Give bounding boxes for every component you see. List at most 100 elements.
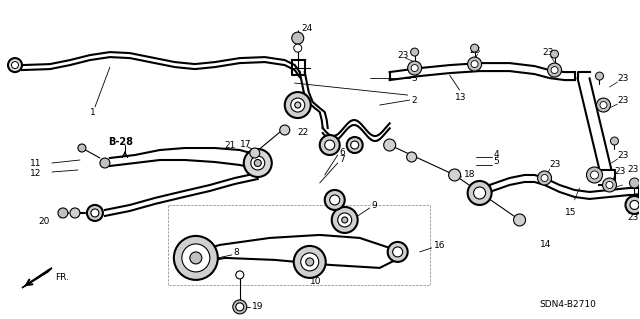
Circle shape: [548, 63, 561, 77]
Text: 15: 15: [564, 208, 576, 218]
Circle shape: [630, 178, 639, 188]
Circle shape: [70, 208, 80, 218]
Circle shape: [174, 236, 218, 280]
Circle shape: [87, 205, 103, 221]
Circle shape: [250, 148, 260, 158]
Text: 11: 11: [30, 160, 42, 168]
Text: 19: 19: [252, 302, 263, 311]
Circle shape: [347, 137, 363, 153]
Text: 6: 6: [340, 147, 346, 157]
Circle shape: [294, 44, 301, 52]
Text: 8: 8: [234, 249, 239, 257]
Circle shape: [470, 44, 479, 52]
Text: 23: 23: [397, 51, 409, 60]
Circle shape: [595, 72, 604, 80]
Circle shape: [100, 158, 110, 168]
Circle shape: [513, 214, 525, 226]
Circle shape: [295, 102, 301, 108]
Circle shape: [91, 209, 99, 217]
Circle shape: [449, 169, 461, 181]
Circle shape: [591, 171, 598, 179]
Circle shape: [291, 98, 305, 112]
Circle shape: [301, 253, 319, 271]
Circle shape: [538, 171, 552, 185]
Circle shape: [351, 141, 358, 149]
Circle shape: [324, 190, 345, 210]
Text: 13: 13: [454, 93, 466, 101]
Circle shape: [342, 217, 348, 223]
Text: 10: 10: [310, 278, 321, 286]
Text: 24: 24: [301, 24, 313, 33]
Text: 16: 16: [434, 241, 445, 250]
Text: 23: 23: [618, 74, 629, 83]
Text: 23: 23: [627, 213, 639, 222]
Circle shape: [233, 300, 247, 314]
Polygon shape: [22, 268, 52, 288]
Text: 7: 7: [340, 155, 346, 165]
Circle shape: [332, 207, 358, 233]
Text: 23: 23: [618, 96, 629, 105]
Circle shape: [320, 135, 340, 155]
Text: 23: 23: [618, 151, 629, 160]
Circle shape: [468, 57, 481, 71]
Circle shape: [406, 152, 417, 162]
Text: 23: 23: [550, 160, 561, 169]
Circle shape: [611, 137, 618, 145]
Text: 12: 12: [30, 169, 42, 179]
Text: 23: 23: [627, 197, 639, 206]
Text: 23: 23: [543, 48, 554, 56]
Circle shape: [280, 125, 290, 135]
Circle shape: [383, 139, 396, 151]
Circle shape: [58, 208, 68, 218]
Text: B-28: B-28: [108, 137, 133, 147]
Circle shape: [602, 178, 616, 192]
Circle shape: [630, 200, 639, 210]
Circle shape: [586, 167, 602, 183]
Circle shape: [388, 242, 408, 262]
Text: 22: 22: [298, 128, 309, 137]
Circle shape: [606, 182, 613, 189]
Text: 18: 18: [463, 170, 475, 180]
Text: SDN4-B2710: SDN4-B2710: [540, 300, 596, 309]
Circle shape: [338, 213, 352, 227]
Circle shape: [292, 32, 304, 44]
Circle shape: [596, 98, 611, 112]
Text: 5: 5: [493, 158, 499, 167]
Circle shape: [182, 244, 210, 272]
Text: 4: 4: [493, 150, 499, 159]
Circle shape: [625, 196, 640, 214]
Circle shape: [393, 247, 403, 257]
Circle shape: [600, 101, 607, 108]
Circle shape: [251, 156, 265, 170]
Circle shape: [551, 67, 558, 74]
Circle shape: [541, 174, 548, 182]
Circle shape: [411, 64, 418, 71]
Circle shape: [471, 61, 478, 68]
Text: 2: 2: [412, 96, 417, 105]
Text: 14: 14: [540, 241, 551, 249]
Circle shape: [294, 246, 326, 278]
Circle shape: [306, 258, 314, 266]
Circle shape: [411, 48, 419, 56]
Text: FR.: FR.: [55, 273, 69, 282]
Circle shape: [8, 58, 22, 72]
Circle shape: [236, 271, 244, 279]
Text: 1: 1: [90, 108, 95, 116]
Circle shape: [78, 144, 86, 152]
Circle shape: [408, 61, 422, 75]
Circle shape: [190, 252, 202, 264]
Text: 23: 23: [627, 166, 639, 174]
Circle shape: [236, 303, 244, 311]
Text: 17: 17: [240, 139, 252, 149]
Circle shape: [244, 149, 272, 177]
Text: 23: 23: [470, 46, 481, 55]
Circle shape: [324, 140, 335, 150]
Text: 21: 21: [225, 140, 236, 150]
Text: 3: 3: [412, 74, 417, 83]
Text: 9: 9: [372, 202, 378, 211]
Circle shape: [474, 187, 486, 199]
Text: 23: 23: [614, 167, 626, 176]
Circle shape: [330, 195, 340, 205]
Circle shape: [254, 160, 261, 167]
Circle shape: [550, 50, 559, 58]
